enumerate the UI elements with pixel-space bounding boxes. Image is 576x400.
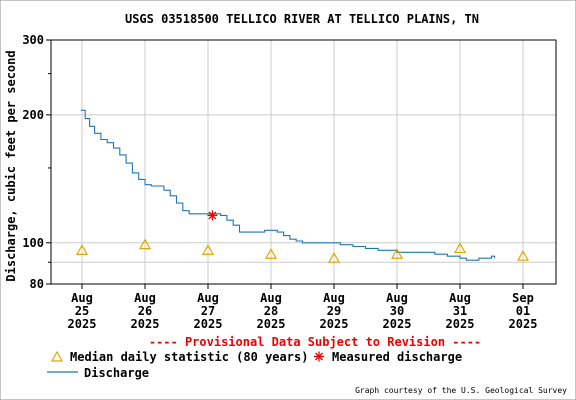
- median-legend-label: Median daily statistic (80 years): [70, 350, 308, 364]
- x-tick-label: 28: [264, 304, 278, 318]
- median-marker: [516, 249, 530, 261]
- x-tick-label: 2025: [320, 317, 349, 331]
- plot-frame: [50, 39, 557, 285]
- y-tick-label: 200: [22, 108, 44, 122]
- x-tick-label: Aug: [386, 291, 408, 305]
- median-legend-icon: [50, 350, 64, 362]
- x-tick-label: 29: [327, 304, 341, 318]
- median-marker: [390, 247, 404, 259]
- measured-marker-stroke: [208, 211, 217, 220]
- measured-legend-icon: [314, 351, 324, 362]
- median-marker: [201, 244, 215, 255]
- x-tick-label: 2025: [194, 317, 223, 331]
- y-axis-label: Discharge, cubic feet per second: [4, 50, 18, 281]
- median-marker: [264, 247, 278, 259]
- x-tick-label: 2025: [131, 317, 160, 331]
- x-tick-label: 2025: [68, 317, 97, 331]
- measured-marker: [207, 210, 218, 221]
- median-marker: [138, 238, 152, 250]
- measured-legend-label: Measured discharge: [332, 350, 462, 364]
- y-axis-ticks: 300 200 100 80: [22, 33, 51, 291]
- x-tick-label: 25: [75, 304, 89, 318]
- x-tick-label: 2025: [257, 317, 286, 331]
- x-tick-label: 26: [138, 304, 152, 318]
- legend: Median daily statistic (80 years) Measur…: [47, 350, 462, 380]
- median-marker: [453, 242, 467, 254]
- x-tick-label: Aug: [260, 291, 282, 305]
- discharge-line: [80, 109, 496, 261]
- x-tick-label: Aug: [134, 291, 156, 305]
- series-layer: [75, 109, 530, 263]
- x-tick-label: Aug: [449, 291, 471, 305]
- provisional-note: ---- Provisional Data Subject to Revisio…: [149, 335, 481, 349]
- x-tick-label: 2025: [446, 317, 475, 331]
- x-tick-label: Aug: [323, 291, 345, 305]
- x-axis-ticks: Aug252025Aug262025Aug272025Aug282025Aug2…: [68, 284, 538, 331]
- median-marker: [327, 251, 341, 263]
- y-tick-label: 300: [22, 33, 44, 47]
- x-tick-label: 01: [516, 304, 530, 318]
- x-tick-label: Sep: [512, 291, 534, 305]
- x-tick-label: 2025: [383, 317, 412, 331]
- y-tick-label: 80: [30, 277, 44, 291]
- y-tick-label: 100: [22, 236, 44, 250]
- median-marker: [75, 244, 89, 255]
- x-tick-label: 31: [453, 304, 467, 318]
- x-tick-label: 30: [390, 304, 404, 318]
- discharge-legend-label: Discharge: [84, 366, 149, 380]
- x-tick-label: Aug: [197, 291, 219, 305]
- chart-title: USGS 03518500 TELLICO RIVER AT TELLICO P…: [125, 12, 479, 26]
- x-tick-label: 27: [201, 304, 215, 318]
- x-tick-label: Aug: [71, 291, 93, 305]
- x-tick-label: 2025: [509, 317, 538, 331]
- credit-text: Graph courtesy of the U.S. Geological Su…: [355, 386, 567, 395]
